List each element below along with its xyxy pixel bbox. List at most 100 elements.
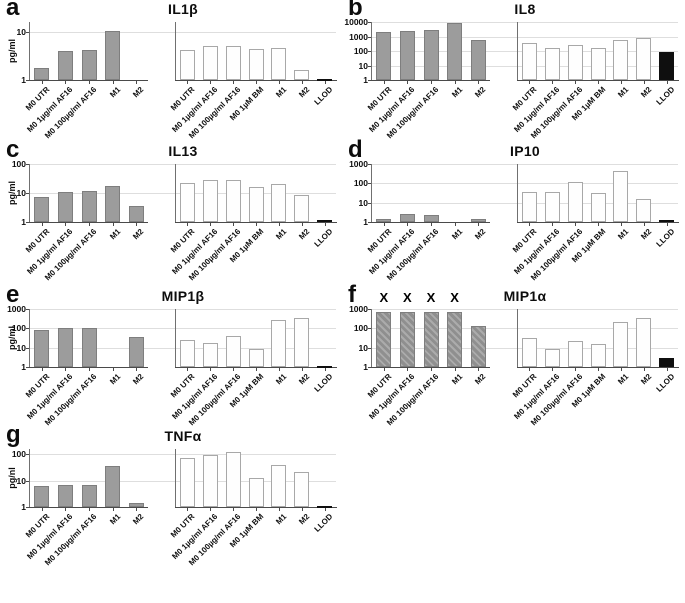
bar-m0-1-g-ml-af16 [202, 454, 218, 507]
x-tick-mark [666, 81, 668, 84]
x-tick-mark [598, 223, 599, 226]
x-tick-mark [210, 81, 212, 84]
y-tick-mark [368, 51, 371, 52]
x-tick-mark [187, 368, 189, 371]
y-tick-mark [368, 328, 371, 330]
y-axis-label [349, 170, 361, 216]
bar-m1 [105, 186, 121, 222]
x-tick-mark [478, 81, 480, 84]
x-tick-mark [256, 223, 257, 226]
x-tick-mark [620, 223, 622, 226]
bar-m2 [470, 326, 486, 367]
x-tick-mark [431, 223, 432, 226]
x-tick-mark [383, 81, 385, 84]
x-tick-mark [112, 81, 114, 84]
bar-m0-1-m-bm [248, 49, 264, 80]
bar-m2 [636, 199, 652, 222]
x-tick-label: M2 [131, 512, 146, 527]
y-axis-spine [29, 22, 30, 81]
x-tick-mark [598, 81, 599, 84]
y-tick-label: 10 [16, 342, 26, 353]
y-tick-label: 1000 [349, 31, 368, 42]
x-tick-mark [89, 508, 90, 511]
panel-f-mip1a: f MIP1α 1 10 100 1000 M0 UTR M0 1µg/ml AF16 M0… [342, 281, 685, 427]
x-tick-mark [233, 223, 235, 226]
x-tick-mark [233, 81, 235, 84]
bar-m0-1-g-ml-af16 [399, 213, 415, 222]
x-tick-mark [575, 368, 577, 371]
x-tick-mark [210, 368, 212, 371]
x-tick-mark [552, 81, 554, 84]
y-tick-mark [368, 222, 371, 223]
significance-x-mark: X [450, 290, 459, 305]
gridline [371, 309, 678, 310]
bar-m0-utr [376, 32, 392, 80]
panel-d-ip10: d IP10 1 10 100 1000 M0 UTR M0 1µg/ml AF16 M0 … [342, 136, 685, 285]
x-tick-mark [65, 223, 67, 226]
bar-m1 [105, 30, 121, 80]
y-axis-spine [371, 164, 372, 223]
y-tick-label: 1 [21, 502, 26, 512]
y-axis-spine [371, 22, 372, 81]
x-tick-mark [552, 368, 554, 371]
bar-m0-1-g-ml-af16 [399, 30, 415, 80]
bar-m0-1-g-ml-af16 [57, 484, 73, 507]
bar-m0-1-g-ml-af16 [57, 328, 73, 367]
x-tick-mark [301, 81, 303, 84]
x-tick-mark [407, 368, 409, 371]
gridline [29, 164, 336, 165]
bar-m0-1-g-ml-af16 [544, 47, 560, 80]
y-axis-label [349, 315, 361, 361]
bar-m0-1-g-ml-af16 [399, 311, 415, 367]
panel-e-mip1b: e MIP1β pg/ml 1 10 100 1000 M0 UTR M0 1µg/ml … [0, 281, 342, 427]
y-tick-mark [26, 454, 29, 456]
x-axis-baseline [517, 222, 679, 223]
bar-m0-utr [34, 67, 50, 80]
x-tick-mark [136, 368, 138, 371]
y-tick-mark [368, 80, 371, 81]
y-tick-mark [368, 347, 371, 349]
bar-m0-1-m-bm [590, 192, 606, 222]
y-axis-spine-right-group [175, 22, 176, 81]
x-tick-mark [407, 223, 409, 226]
y-axis-spine-right-group [517, 164, 518, 223]
y-axis-label: pg/ml [7, 326, 17, 350]
panel-b-il8: b IL8 1 10 100 1000 10000 M0 UTR M0 1µg/ml AF1… [342, 0, 685, 140]
significance-x-mark: X [403, 290, 412, 305]
x-tick-mark [41, 223, 43, 226]
y-tick-label: 1000 [7, 304, 26, 314]
significance-x-mark: X [426, 290, 436, 305]
bar-m1 [613, 321, 629, 367]
bar-m1 [613, 39, 629, 80]
x-tick-mark [187, 223, 189, 226]
x-tick-mark [256, 81, 257, 84]
bar-m2 [294, 70, 310, 80]
bar-m2 [636, 37, 652, 80]
bar-m0-1-m-bm [248, 477, 264, 507]
y-tick-mark [26, 480, 29, 482]
bar-m1 [271, 319, 287, 367]
bar-m2 [294, 195, 310, 222]
y-tick-mark [368, 202, 371, 204]
x-tick-mark [431, 81, 432, 84]
bar-m0-1-m-bm [590, 343, 606, 367]
x-tick-mark [454, 81, 456, 84]
gridline [29, 328, 336, 330]
bar-m2 [294, 471, 310, 507]
bar-m1 [271, 465, 287, 507]
x-axis-baseline [371, 367, 490, 368]
x-tick-mark [301, 368, 303, 371]
x-axis-baseline [29, 367, 148, 368]
panel-title: IL13 [168, 143, 198, 159]
bar-m0-utr [34, 329, 50, 367]
x-tick-mark [136, 81, 138, 84]
y-axis-spine-right-group [175, 449, 176, 508]
panel-g-tnfa: g TNFα pg/nl 1 10 100 M0 UTR M0 1µg/ml AF16 M… [0, 421, 342, 567]
x-axis-baseline [371, 222, 490, 223]
panel-title: MIP1α [503, 288, 547, 304]
bar-m1 [271, 47, 287, 80]
x-tick-mark [643, 223, 645, 226]
x-tick-mark [431, 368, 432, 371]
x-tick-mark [478, 223, 480, 226]
x-axis-baseline [175, 507, 337, 508]
